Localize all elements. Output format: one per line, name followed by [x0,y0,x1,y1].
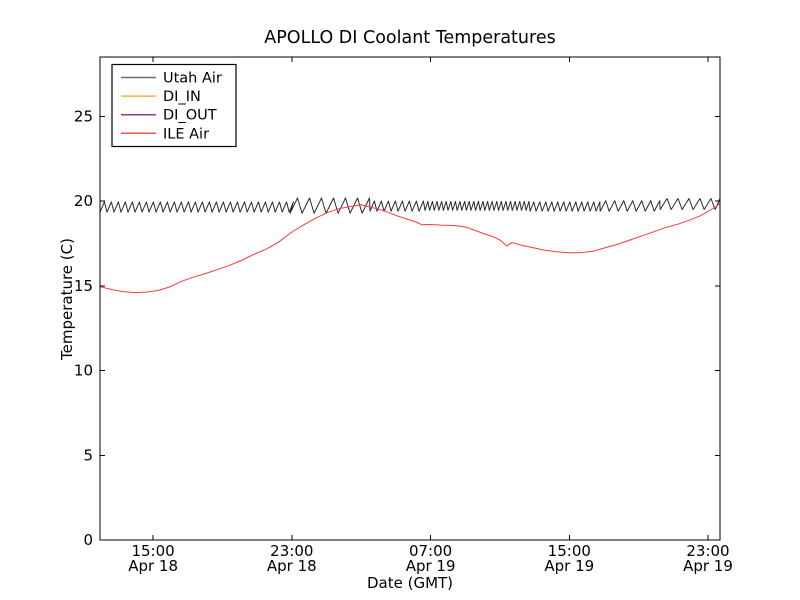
plot-frame [99,56,721,541]
legend: Utah Air DI_IN DI_OUT ILE Air [111,63,237,148]
x-tick-label-date: Apr 18 [128,557,178,575]
y-tick-label: 5 [83,446,93,464]
y-tick-label: 15 [74,277,93,295]
x-tick-label-date: Apr 19 [683,557,733,575]
chart-title: APOLLO DI Coolant Temperatures [264,28,555,48]
plot-series [99,197,721,294]
ile-air-line [99,202,721,294]
x-tick-label-date: Apr 19 [544,557,594,575]
x-tick-label-date: Apr 19 [406,557,456,575]
y-axis-label: Temperature (C) [58,238,76,361]
legend-label-ile-air: ILE Air [163,126,209,142]
y-tick-label: 10 [74,362,93,380]
x-tick-label-date: Apr 18 [267,557,317,575]
legend-label-utah-air: Utah Air [163,71,222,87]
y-tick-label: 20 [74,192,93,210]
y-tick-label: 0 [83,531,93,549]
x-tick-label-time: 07:00 [409,542,452,560]
x-axis-label: Date (GMT) [367,574,453,592]
tick-marks [100,57,720,541]
x-tick-label-time: 23:00 [270,542,313,560]
x-tick-label-time: 23:00 [686,542,729,560]
x-tick-label-time: 15:00 [548,542,591,560]
x-tick-label-time: 15:00 [131,542,174,560]
y-tick-label: 25 [74,107,93,125]
legend-label-di-out: DI_OUT [163,108,217,124]
utah-air-line [99,197,721,214]
legend-label-di-in: DI_IN [163,89,201,105]
